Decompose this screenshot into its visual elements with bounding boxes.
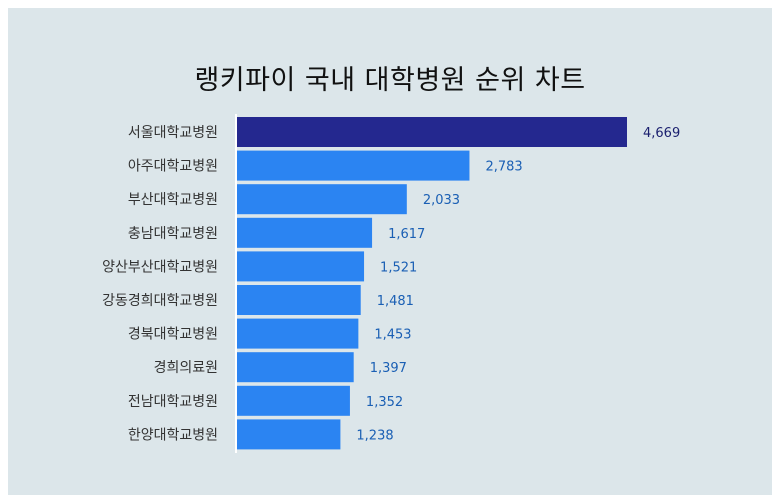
value-label: 2,783 <box>485 160 522 175</box>
category-label: 부산대학교병원 <box>128 192 218 208</box>
category-label: 아주대학교병원 <box>128 159 218 175</box>
value-label: 1,238 <box>356 428 393 443</box>
value-label: 4,669 <box>643 126 680 141</box>
bar <box>237 184 407 215</box>
bar <box>237 217 373 248</box>
category-label: 서울대학교병원 <box>128 125 218 141</box>
bar <box>237 150 470 181</box>
bar <box>237 318 359 349</box>
value-label: 1,453 <box>374 328 411 343</box>
value-label: 1,352 <box>366 395 403 410</box>
bar <box>237 251 365 282</box>
bar-chart: 서울대학교병원 4,669 아주대학교병원 2,783 부산대학교병원 2,033 충남대학… <box>102 114 680 453</box>
value-label: 1,397 <box>370 361 407 376</box>
bar <box>237 419 341 450</box>
category-label: 전남대학교병원 <box>128 394 218 410</box>
bar <box>237 352 354 383</box>
bar <box>237 285 361 315</box>
value-label: 1,521 <box>380 260 417 275</box>
bar <box>237 117 627 147</box>
value-label: 1,617 <box>388 227 425 242</box>
category-label: 양산부산대학교병원 <box>102 259 218 275</box>
category-label: 충남대학교병원 <box>128 226 218 242</box>
bar <box>237 385 350 416</box>
category-label: 경희의료원 <box>154 360 218 376</box>
chart-title: 랭키파이 국내 대학병원 순위 차트 <box>194 65 586 96</box>
category-label: 경북대학교병원 <box>128 327 218 343</box>
chart-frame: 랭키파이 국내 대학병원 순위 차트 서울대학교병원 4,669 아주대학교병원 2,… <box>8 8 772 495</box>
value-label: 1,481 <box>377 294 414 309</box>
value-label: 2,033 <box>423 193 460 208</box>
category-label: 강동경희대학교병원 <box>102 293 218 309</box>
category-label: 한양대학교병원 <box>128 427 218 443</box>
